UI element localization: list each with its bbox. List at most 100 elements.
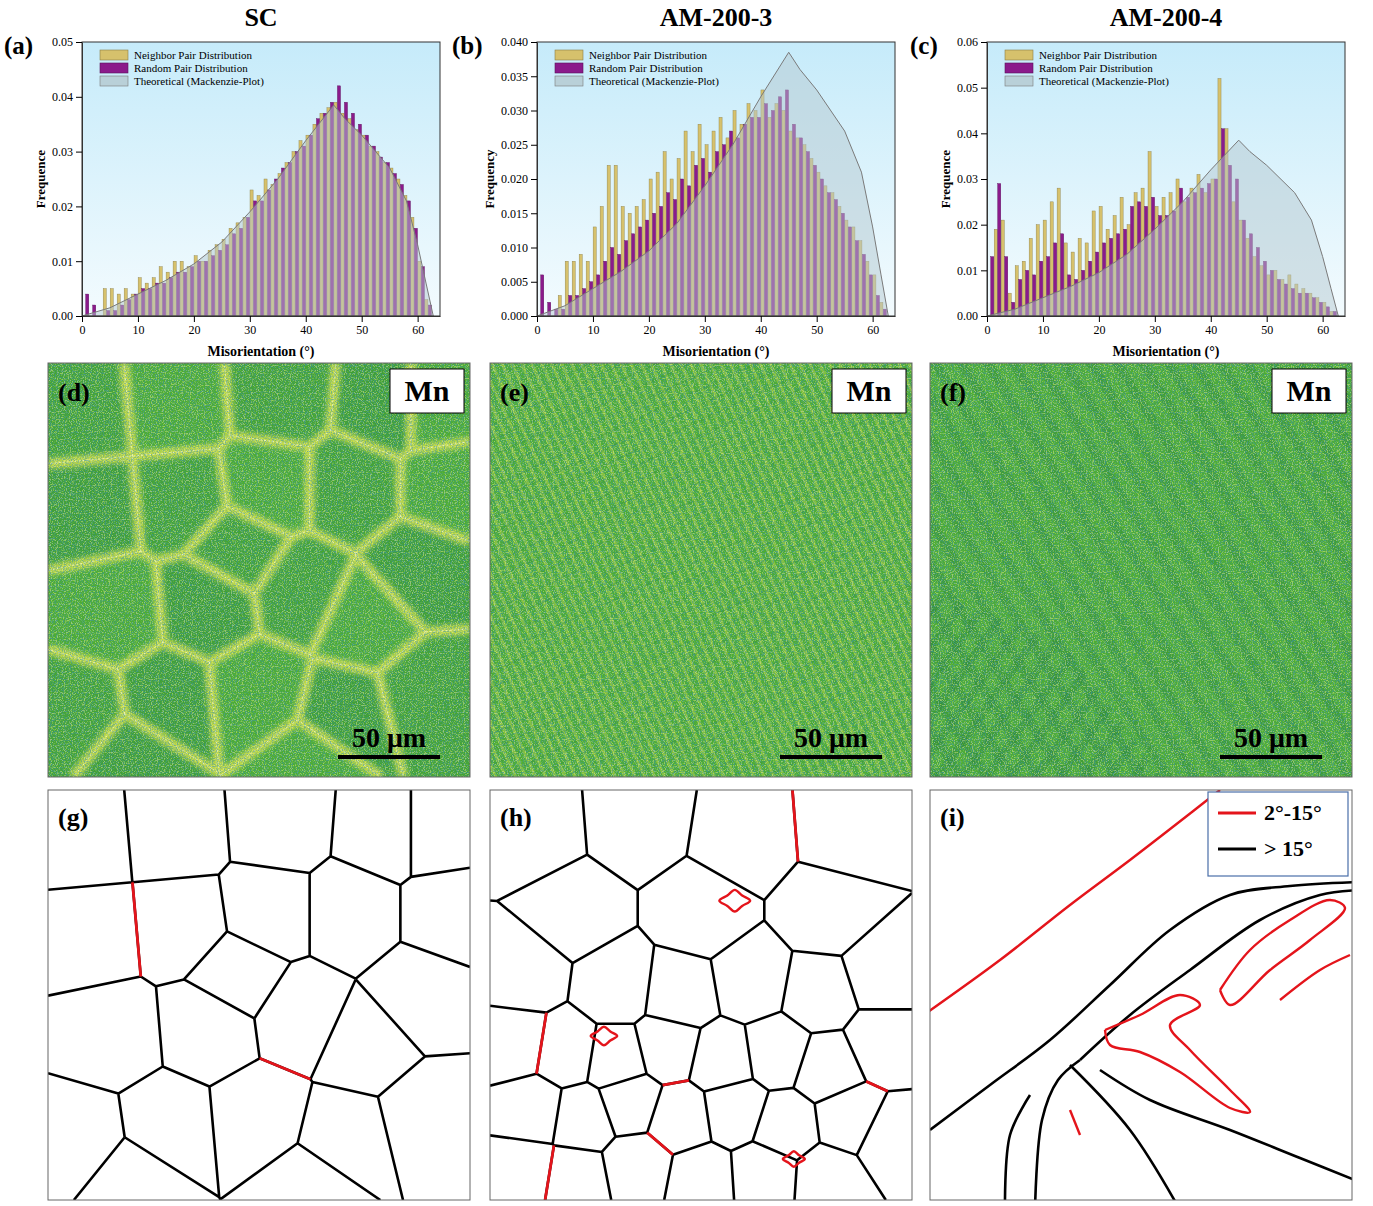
y-tick-label: 0.005 [501, 275, 528, 289]
y-tick-mark [76, 152, 82, 153]
x-tick-label: 40 [755, 323, 767, 337]
eds-map: (d)Mn50 μm [48, 363, 470, 777]
map-frame [490, 363, 912, 777]
x-axis-line [538, 316, 896, 317]
y-tick-mark [531, 42, 537, 43]
x-tick-mark [593, 316, 594, 322]
legend-swatch [100, 76, 128, 86]
map-noise [48, 363, 470, 777]
legend-label: > 15° [1264, 836, 1313, 861]
y-tick-mark [981, 316, 987, 317]
plot-background [537, 42, 895, 316]
low-angle-boundary [537, 1013, 547, 1074]
x-tick-mark [873, 316, 874, 322]
x-tick-mark [1155, 316, 1156, 322]
y-tick: 0.00 [52, 309, 82, 323]
y-tick-label: 0.00 [957, 309, 978, 323]
low-angle-boundary [591, 1027, 617, 1045]
y-tick: 0.02 [52, 200, 82, 214]
panel-title: AM-200-4 [1110, 3, 1223, 32]
y-axis-title: Frequence [938, 150, 953, 208]
boundary-map: (i) 2°-15°> 15° [925, 790, 1360, 1206]
y-tick: 0.015 [501, 207, 537, 221]
y-tick: 0.04 [957, 127, 987, 141]
dendrite-stripes [490, 363, 912, 777]
x-tick-mark [250, 316, 251, 322]
y-tick: 0.010 [501, 241, 537, 255]
legend: 2°-15°> 15° [1208, 792, 1348, 876]
map-frame [48, 363, 470, 777]
legend-swatch [100, 63, 128, 73]
map-image [48, 363, 470, 777]
x-tick: 30 [244, 316, 256, 337]
panel-label: (c) [910, 32, 938, 60]
x-tick: 10 [587, 316, 599, 337]
y-tick: 0.04 [52, 90, 82, 104]
scale-bar-label: 50 μm [352, 722, 426, 753]
plot-frame [987, 42, 1345, 316]
y-tick-label: 0.010 [501, 241, 528, 255]
y-tick-mark [531, 76, 537, 77]
x-tick: 60 [867, 316, 879, 337]
y-tick-label: 0.03 [957, 172, 978, 186]
histogram-panel: 01020304050600.000.010.020.030.040.050.0… [910, 3, 1346, 360]
legend: Neighbor Pair DistributionRandom Pair Di… [555, 49, 719, 88]
low-angle-boundary [719, 890, 750, 912]
x-tick: 40 [300, 316, 312, 337]
y-tick-label: 0.035 [501, 70, 528, 84]
panel-label: (b) [452, 32, 483, 60]
x-tick-mark [138, 316, 139, 322]
x-axis: 0102030405060 [535, 316, 896, 337]
low-angle-boundary [131, 881, 134, 884]
y-tick: 0.03 [957, 172, 987, 186]
y-tick: 0.01 [52, 255, 82, 269]
map-image [490, 363, 912, 777]
histogram-panel: 01020304050600.000.010.020.030.040.05Mis… [4, 3, 441, 360]
y-tick-label: 0.030 [501, 104, 528, 118]
map-noise [48, 363, 470, 777]
y-tick-mark [76, 316, 82, 317]
x-tick-label: 20 [188, 323, 200, 337]
high-angle-boundary [490, 790, 912, 1200]
x-tick-label: 0 [985, 323, 991, 337]
y-tick: 0.06 [957, 35, 987, 49]
theoretical-area [987, 140, 1338, 316]
label-patch [55, 802, 91, 833]
y-axis: 0.000.010.020.030.040.05 [52, 35, 83, 323]
y-tick: 0.020 [501, 172, 537, 186]
y-tick-label: 0.01 [52, 255, 73, 269]
x-tick-mark [1099, 316, 1100, 322]
histogram-panel: 01020304050600.0000.0050.0100.0150.0200.… [452, 3, 896, 360]
y-tick: 0.05 [52, 35, 82, 49]
y-tick: 0.030 [501, 104, 537, 118]
x-axis-title: Misorientation (°) [1112, 344, 1219, 360]
y-axis-line [987, 43, 988, 317]
y-tick-mark [981, 133, 987, 134]
y-tick-label: 0.02 [957, 218, 978, 232]
label-patch [497, 802, 535, 833]
high-angle-boundary [1005, 1095, 1030, 1200]
element-label: Mn [847, 374, 892, 407]
panel-title: SC [244, 3, 277, 32]
low-angle-boundary [930, 790, 1220, 1014]
map-base [48, 363, 470, 777]
y-axis-title: Frequence [33, 150, 48, 208]
figure: 0102030405060 0.00 0.01 0.02 0.03 0.04 0.05 Mis… [0, 0, 1373, 1206]
x-tick-label: 30 [1149, 323, 1161, 337]
y-tick-mark [981, 42, 987, 43]
legend-swatch [1005, 50, 1033, 60]
y-tick-label: 0.04 [52, 90, 73, 104]
y-axis-title: Frequency [482, 149, 497, 208]
theoretical-area [537, 52, 888, 316]
y-tick-mark [531, 179, 537, 180]
panel-label: (i) [940, 803, 965, 832]
map-base [930, 363, 1352, 777]
plot-background [82, 42, 440, 316]
scale-bar [1220, 755, 1322, 759]
panel-title: AM-200-3 [660, 3, 773, 32]
x-tick-label: 10 [1037, 323, 1049, 337]
low-angle-boundary [1220, 900, 1345, 1005]
scale-bar [780, 755, 882, 759]
x-axis-title: Misorientation (°) [662, 344, 769, 360]
x-tick: 60 [412, 316, 424, 337]
